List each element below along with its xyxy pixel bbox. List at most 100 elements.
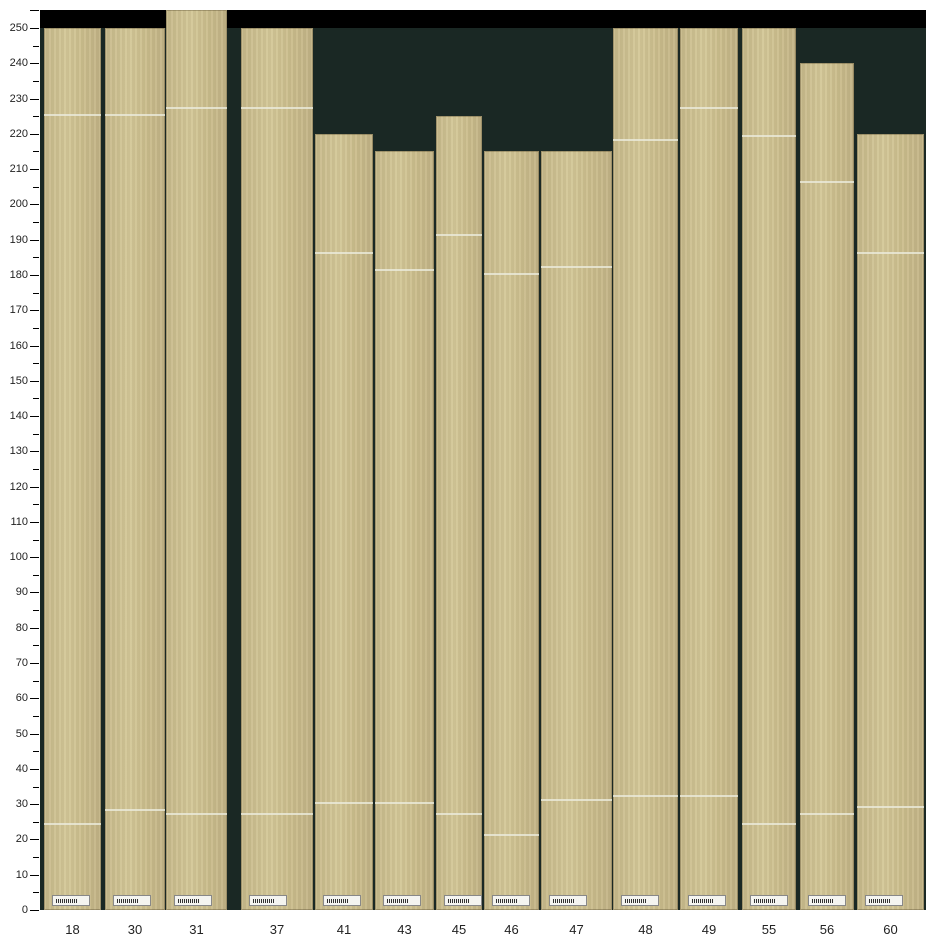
y-tick bbox=[33, 327, 39, 329]
y-tick bbox=[33, 892, 39, 894]
y-tick bbox=[30, 310, 39, 312]
veneer-board-48 bbox=[613, 28, 678, 910]
barcode-label bbox=[808, 895, 846, 906]
y-tick bbox=[30, 521, 39, 523]
y-tick bbox=[30, 804, 39, 806]
veneer-board-55 bbox=[742, 28, 796, 910]
y-tick bbox=[33, 574, 39, 576]
y-tick bbox=[33, 680, 39, 682]
chalk-line bbox=[800, 181, 854, 184]
y-tick bbox=[33, 610, 39, 612]
barcode-label bbox=[549, 895, 587, 906]
chalk-line bbox=[680, 795, 738, 798]
y-tick-label: 50 bbox=[15, 727, 28, 740]
y-tick bbox=[30, 28, 39, 29]
veneer-board-37 bbox=[241, 28, 313, 910]
chalk-line bbox=[315, 251, 373, 254]
chalk-line bbox=[800, 812, 854, 815]
barcode-label bbox=[865, 895, 903, 906]
y-tick bbox=[33, 80, 39, 82]
y-tick bbox=[30, 698, 39, 700]
x-tick-label: 47 bbox=[569, 922, 584, 937]
x-tick-label: 43 bbox=[397, 922, 412, 937]
x-tick-label: 56 bbox=[819, 922, 835, 937]
chalk-line bbox=[375, 802, 434, 805]
veneer-board-43 bbox=[375, 151, 434, 910]
y-tick bbox=[30, 380, 39, 382]
chalk-line bbox=[742, 135, 796, 138]
y-tick bbox=[30, 63, 39, 65]
y-tick bbox=[30, 557, 39, 559]
chalk-line bbox=[541, 265, 612, 268]
veneer-board-31 bbox=[166, 10, 227, 910]
y-tick bbox=[30, 768, 39, 770]
y-tick bbox=[33, 186, 39, 188]
chalk-line bbox=[436, 812, 482, 815]
chalk-line bbox=[613, 138, 678, 141]
y-tick bbox=[30, 416, 39, 418]
chalk-line bbox=[241, 812, 313, 815]
x-tick-label: 55 bbox=[761, 922, 777, 937]
y-tick bbox=[30, 10, 39, 11]
y-tick-label: 250 bbox=[9, 22, 28, 34]
veneer-board-46 bbox=[484, 151, 539, 910]
barcode-label bbox=[688, 895, 726, 906]
barcode-label bbox=[444, 895, 482, 906]
y-tick-label: 240 bbox=[9, 57, 28, 70]
y-tick-label: 130 bbox=[9, 445, 28, 458]
y-tick-label: 200 bbox=[9, 198, 28, 211]
y-tick bbox=[30, 874, 39, 876]
y-tick bbox=[33, 222, 39, 224]
y-tick bbox=[30, 627, 39, 629]
y-tick bbox=[30, 98, 39, 100]
y-tick-label: 80 bbox=[15, 621, 28, 634]
chalk-line bbox=[44, 823, 101, 826]
chalk-line bbox=[166, 812, 227, 815]
barcode-label bbox=[323, 895, 361, 906]
barcode-label bbox=[492, 895, 530, 906]
chalk-line bbox=[742, 823, 796, 826]
y-tick bbox=[33, 257, 39, 259]
y-tick bbox=[33, 539, 39, 541]
y-tick-label: 0 bbox=[21, 904, 28, 916]
y-tick-label: 170 bbox=[9, 304, 28, 317]
barcode-label bbox=[249, 895, 287, 906]
chalk-line bbox=[166, 107, 227, 110]
chalk-line bbox=[613, 795, 678, 798]
y-tick-label: 120 bbox=[9, 480, 28, 493]
chalk-line bbox=[241, 107, 313, 110]
veneer-board-45 bbox=[436, 116, 482, 910]
y-tick bbox=[30, 486, 39, 488]
y-tick bbox=[33, 786, 39, 788]
y-tick-label: 70 bbox=[15, 657, 28, 670]
y-tick bbox=[30, 451, 39, 453]
y-tick bbox=[30, 839, 39, 841]
x-tick-label: 46 bbox=[504, 922, 519, 937]
chalk-line bbox=[315, 802, 373, 805]
chalk-line bbox=[105, 809, 165, 812]
chalk-line bbox=[484, 833, 539, 836]
veneer-board-60 bbox=[857, 133, 924, 910]
y-tick-label: 40 bbox=[15, 762, 28, 775]
y-tick bbox=[33, 116, 39, 118]
x-tick-label: 30 bbox=[127, 922, 143, 937]
x-tick-label: 48 bbox=[638, 922, 653, 937]
y-tick bbox=[30, 274, 39, 276]
chalk-line bbox=[680, 107, 738, 110]
y-tick bbox=[33, 821, 39, 823]
veneer-board-47 bbox=[541, 151, 612, 910]
y-tick bbox=[30, 592, 39, 594]
barcode-label bbox=[383, 895, 421, 906]
y-tick bbox=[30, 239, 39, 241]
x-tick-label: 31 bbox=[189, 922, 204, 937]
y-tick bbox=[30, 133, 39, 135]
y-tick-label: 210 bbox=[9, 163, 28, 176]
y-tick bbox=[30, 733, 39, 735]
veneer-board-18 bbox=[44, 28, 101, 910]
y-tick bbox=[33, 433, 39, 435]
y-tick-label: 220 bbox=[9, 127, 28, 140]
y-tick bbox=[33, 751, 39, 753]
x-tick-label: 18 bbox=[65, 922, 80, 937]
y-tick-label: 190 bbox=[9, 233, 28, 246]
y-tick bbox=[33, 398, 39, 400]
